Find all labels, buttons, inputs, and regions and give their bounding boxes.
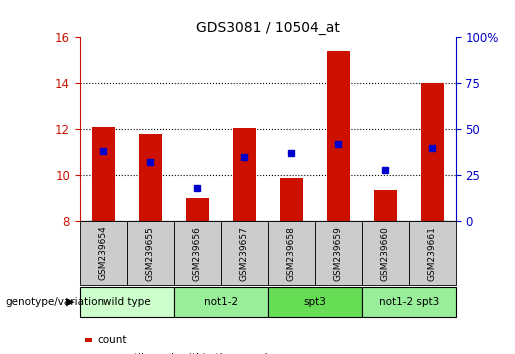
Text: count: count: [98, 335, 127, 345]
Bar: [174, 287, 268, 317]
Bar: [174, 221, 221, 285]
Bar: [185, 198, 209, 221]
Bar: [409, 221, 456, 285]
Bar: [80, 287, 174, 317]
Text: ▶: ▶: [66, 297, 75, 307]
Bar: [280, 178, 303, 221]
Bar: [327, 51, 350, 221]
Text: wild type: wild type: [103, 297, 150, 307]
Bar: [127, 221, 174, 285]
Bar: [362, 287, 456, 317]
Text: percentile rank within the sample: percentile rank within the sample: [98, 353, 274, 354]
Bar: [80, 221, 127, 285]
Bar: [92, 127, 115, 221]
Title: GDS3081 / 10504_at: GDS3081 / 10504_at: [196, 21, 340, 35]
Text: GSM239654: GSM239654: [99, 226, 108, 280]
Text: GSM239660: GSM239660: [381, 225, 390, 281]
Text: genotype/variation: genotype/variation: [5, 297, 104, 307]
Text: GSM239655: GSM239655: [146, 225, 155, 281]
Text: not1-2 spt3: not1-2 spt3: [379, 297, 439, 307]
Text: GSM239656: GSM239656: [193, 225, 202, 281]
Text: spt3: spt3: [303, 297, 326, 307]
Text: GSM239658: GSM239658: [287, 225, 296, 281]
Bar: [268, 221, 315, 285]
Bar: [233, 128, 256, 221]
Text: not1-2: not1-2: [204, 297, 238, 307]
Bar: [221, 221, 268, 285]
Bar: [139, 134, 162, 221]
Text: GSM239661: GSM239661: [428, 225, 437, 281]
Bar: [315, 221, 362, 285]
Text: GSM239657: GSM239657: [240, 225, 249, 281]
Bar: [268, 287, 362, 317]
Bar: [373, 190, 397, 221]
Bar: [362, 221, 409, 285]
Bar: [421, 83, 444, 221]
Text: GSM239659: GSM239659: [334, 225, 343, 281]
